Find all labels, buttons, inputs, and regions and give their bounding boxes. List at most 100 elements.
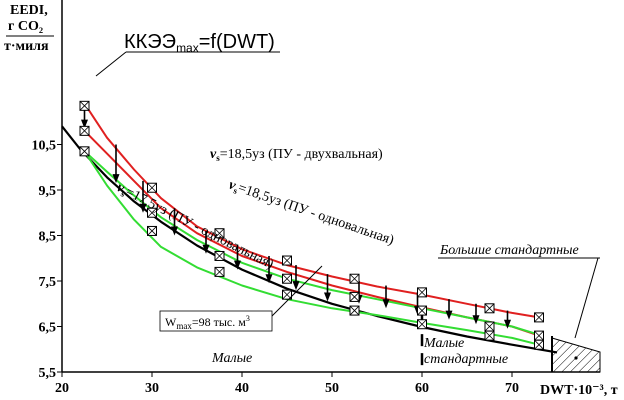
y-tick-label: 10,5 <box>32 139 57 154</box>
arrow <box>171 208 178 236</box>
data-marker <box>484 303 495 314</box>
small-label: Малые <box>211 351 252 366</box>
x-tick-label: 50 <box>325 381 339 396</box>
arrow <box>139 180 147 213</box>
marker-cross-b <box>214 267 225 277</box>
arrow <box>472 303 480 325</box>
plot-frame <box>6 0 600 373</box>
small-standard-label-1: Малые <box>423 336 464 351</box>
wmax-box: Wmax=98 тыс. м3 <box>159 310 273 332</box>
arrow-head <box>445 310 453 320</box>
data-marker <box>282 255 292 266</box>
marker-cross-b <box>417 319 427 330</box>
x-tick-labels: 20 30 40 50 60 70 <box>55 381 519 396</box>
data-marker <box>214 266 225 277</box>
marker-cross-b <box>534 330 544 341</box>
data-marker <box>147 207 157 218</box>
small-standard-label-2: стандартные <box>424 352 508 367</box>
data-marker <box>534 312 544 323</box>
marker-cross-b <box>79 126 90 136</box>
data-marker <box>214 250 225 261</box>
arrow <box>234 244 241 270</box>
marker-cross-b <box>282 273 292 284</box>
v185-single-label: vs=18,5уз (ПУ - одновальная) <box>226 178 396 250</box>
arrow-head <box>81 119 88 129</box>
marker-cross-b <box>79 146 90 157</box>
large-standard-hatch <box>551 336 601 373</box>
data-marker <box>534 339 544 350</box>
arrow-head <box>324 292 331 302</box>
marker-cross-b <box>417 287 427 298</box>
marker-cross-b <box>147 207 157 218</box>
y-tick-label: 7,5 <box>39 275 57 290</box>
series-line-1 <box>61 125 558 354</box>
marker-cross-b <box>534 339 544 350</box>
marker-cross-b <box>214 251 225 261</box>
data-marker <box>349 273 360 284</box>
wmax-label: Wmax=98 тыс. м3 <box>165 314 250 331</box>
arrow <box>265 255 273 284</box>
arrow <box>445 299 453 320</box>
arrow <box>292 265 300 291</box>
marker-cross-b <box>484 303 495 314</box>
x-tick-label: 20 <box>55 381 69 396</box>
x-tick-label: 40 <box>235 381 249 396</box>
arrow <box>324 274 331 302</box>
data-marker <box>79 125 90 136</box>
hatch-dot <box>574 356 578 360</box>
data-marker <box>534 330 544 341</box>
v185-dual-label: vs=18,5уз (ПУ - двухвальная) <box>210 147 383 163</box>
arrow-head <box>202 244 210 254</box>
arrow-head <box>504 319 511 329</box>
data-marker <box>484 330 495 341</box>
arrow <box>112 144 120 184</box>
wmax-frame <box>159 310 273 332</box>
y-tick-label: 5,5 <box>39 366 57 381</box>
marker-cross-b <box>534 312 544 323</box>
arrow-head <box>139 203 147 213</box>
marker-cross-b <box>349 292 360 302</box>
marker-cross-b <box>79 101 90 111</box>
data-marker <box>484 321 495 332</box>
y-tick-label: 9,5 <box>39 184 57 199</box>
leader-lines <box>95 51 600 339</box>
data-marker <box>79 146 90 157</box>
kkee-label: ККЭЭmax=f(DWT) <box>124 31 275 55</box>
y-tick-labels: 5,5 6,5 7,5 8,5 9,5 10,5 <box>32 139 57 382</box>
data-marker <box>417 305 427 316</box>
x-tick-label: 60 <box>415 381 429 396</box>
ylabel-line-2: г CO₂ <box>8 19 43 34</box>
kkee-leader <box>95 51 127 77</box>
y-axis-title: EEDI, г CO₂ т·миля <box>4 3 49 54</box>
arrow <box>504 310 511 329</box>
arrow-head <box>472 315 480 325</box>
marker-cross-b <box>147 182 157 193</box>
series-lines <box>61 103 558 354</box>
ylabel-line-1: EEDI, <box>10 3 48 18</box>
data-marker <box>349 291 360 302</box>
marker-cross-b <box>417 305 427 316</box>
data-marker <box>147 225 157 236</box>
axis-ticks <box>57 144 513 377</box>
hatch-region <box>551 337 601 373</box>
arrow-head <box>292 281 300 291</box>
data-marker <box>147 182 157 193</box>
marker-cross-b <box>484 321 495 332</box>
wmax-leader <box>269 265 323 319</box>
marker-cross-b <box>214 228 225 239</box>
marker-cross-b <box>282 255 292 266</box>
y-tick-label: 6,5 <box>39 321 57 336</box>
arrow-head <box>112 174 120 184</box>
data-marker <box>79 100 90 111</box>
marker-cross-b <box>484 330 495 341</box>
arrow-head <box>265 274 273 284</box>
data-marker <box>417 319 427 330</box>
ylabel-line-3: т·миля <box>4 39 49 54</box>
x-axis-title: DWT·10⁻³, т <box>540 383 618 398</box>
arrow-head <box>234 260 241 270</box>
x-tick-label: 30 <box>145 381 159 396</box>
data-markers <box>79 100 544 350</box>
arrow <box>202 230 210 254</box>
data-marker <box>349 305 360 316</box>
marker-cross-b <box>349 273 360 284</box>
